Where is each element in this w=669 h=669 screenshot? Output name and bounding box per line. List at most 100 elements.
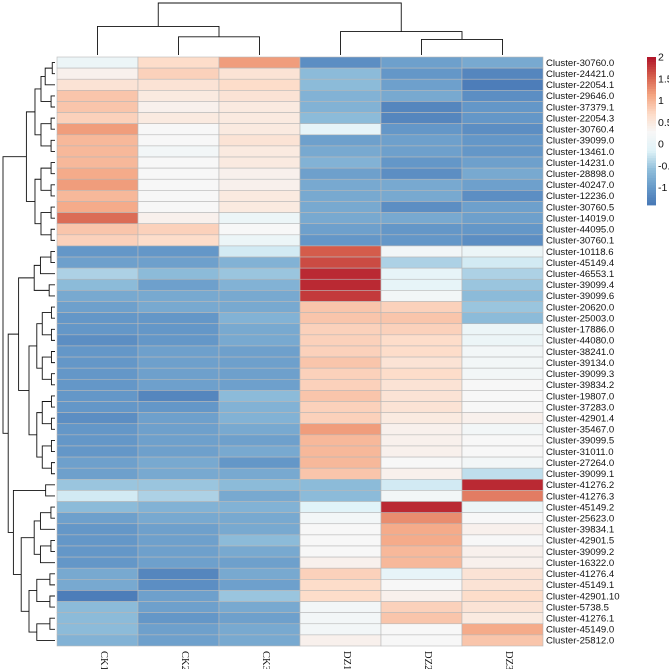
heatmap-cell (299, 112, 382, 124)
heatmap-cell (461, 378, 544, 391)
heatmap-cell (299, 345, 382, 358)
heatmap-cell (380, 434, 463, 447)
color-legend-segment (647, 160, 656, 164)
row-label: Cluster-39099.3 (546, 369, 614, 380)
heatmap-cell (218, 101, 301, 113)
dendrogram-link (50, 539, 55, 552)
heatmap-cell (218, 256, 301, 269)
heatmap-cell (137, 479, 220, 491)
heatmap-cell (218, 312, 301, 325)
heatmap-cell (461, 334, 544, 347)
heatmap-cell (218, 456, 301, 469)
heatmap-cell (137, 323, 220, 336)
heatmap-cell (461, 234, 544, 247)
dendrogram-link (41, 445, 52, 469)
heatmap-cell (56, 90, 139, 102)
heatmap-cell (299, 623, 382, 636)
heatmap-cell (137, 523, 220, 536)
heatmap-cell (461, 67, 544, 80)
dendrogram-link (421, 38, 503, 55)
heatmap-cell (218, 67, 301, 80)
heatmap-cell (218, 267, 301, 280)
heatmap-cell (56, 378, 139, 391)
heatmap-cell (299, 334, 382, 347)
dendrogram-link (2, 156, 27, 434)
row-label: Cluster-39099.6 (546, 291, 614, 302)
heatmap-cell (56, 56, 139, 69)
row-label: Cluster-45149.4 (546, 258, 615, 269)
row-label: Cluster-24421.0 (546, 69, 614, 80)
heatmap-cell (56, 223, 139, 236)
heatmap-cell (56, 134, 139, 147)
heatmap-cell (56, 501, 139, 513)
heatmap-cell (299, 301, 382, 313)
color-legend-segment (647, 150, 656, 154)
row-label: Cluster-30760.4 (546, 125, 615, 136)
heatmap-cell (461, 245, 544, 258)
dendrogram-link (40, 75, 52, 102)
heatmap-cell (218, 156, 301, 169)
heatmap-cell (299, 601, 382, 613)
heatmap-cell (218, 612, 301, 625)
heatmap-cell (380, 245, 463, 258)
heatmap-cell (218, 567, 301, 580)
color-legend-tick: 2 (658, 52, 664, 64)
heatmap-cell (137, 90, 220, 102)
heatmap-cell (218, 434, 301, 447)
heatmap-cell (461, 267, 544, 280)
color-legend-segment (647, 69, 656, 73)
heatmap-cell (461, 134, 544, 147)
dendrogram-link (48, 284, 55, 297)
color-legend-segment (647, 89, 656, 92)
heatmap-cell (218, 423, 301, 436)
color-legend-segment (647, 74, 656, 78)
row-label: Cluster-27264.0 (546, 458, 614, 469)
heatmap-cell (218, 579, 301, 591)
heatmap-cell (299, 190, 382, 202)
dendrogram-link (50, 373, 55, 386)
heatmap-cell (380, 78, 463, 91)
heatmap-cell (380, 301, 463, 313)
heatmap-cell (56, 301, 139, 313)
heatmap-cell (137, 178, 220, 191)
color-legend-segment (647, 197, 656, 201)
color-legend-segment (647, 172, 656, 176)
row-label: Cluster-41276.3 (546, 491, 614, 502)
color-legend-segment (647, 91, 656, 95)
color-legend-segment (647, 143, 656, 147)
heatmap-cell (299, 367, 382, 380)
color-legend-segment (647, 158, 656, 161)
heatmap-cell (299, 78, 382, 91)
heatmap-cell (56, 323, 139, 336)
heatmap-cell (218, 212, 301, 224)
heatmap-cell (461, 479, 544, 491)
heatmap-cell (218, 623, 301, 636)
heatmap-cell (56, 512, 139, 525)
heatmap-cell (56, 167, 139, 180)
heatmap-cell (299, 267, 382, 280)
dendrogram-link (50, 395, 55, 408)
row-label: Cluster-39834.1 (546, 525, 614, 536)
heatmap-cell (461, 367, 544, 380)
color-legend-segment (647, 175, 656, 179)
color-legend-segment (647, 98, 656, 102)
heatmap-cell (461, 90, 544, 102)
heatmap-cell (137, 623, 220, 636)
heatmap-cells (56, 56, 544, 647)
heatmap-cell (299, 445, 382, 458)
color-legend-segment (647, 131, 656, 134)
heatmap-cell (461, 612, 544, 625)
heatmap-cell (218, 56, 301, 69)
row-label: Cluster-14019.0 (546, 213, 614, 224)
heatmap-cell (461, 101, 544, 113)
heatmap-cell (218, 223, 301, 236)
color-legend-segment (647, 111, 656, 115)
heatmap-cell (56, 267, 139, 280)
dendrogram-link (50, 184, 55, 197)
heatmap-cell (137, 312, 220, 325)
color-legend-segment (647, 64, 656, 68)
heatmap-cell (380, 256, 463, 269)
heatmap-cell (461, 323, 544, 336)
heatmap-cell (380, 101, 463, 113)
row-label: Cluster-44095.0 (546, 225, 614, 236)
